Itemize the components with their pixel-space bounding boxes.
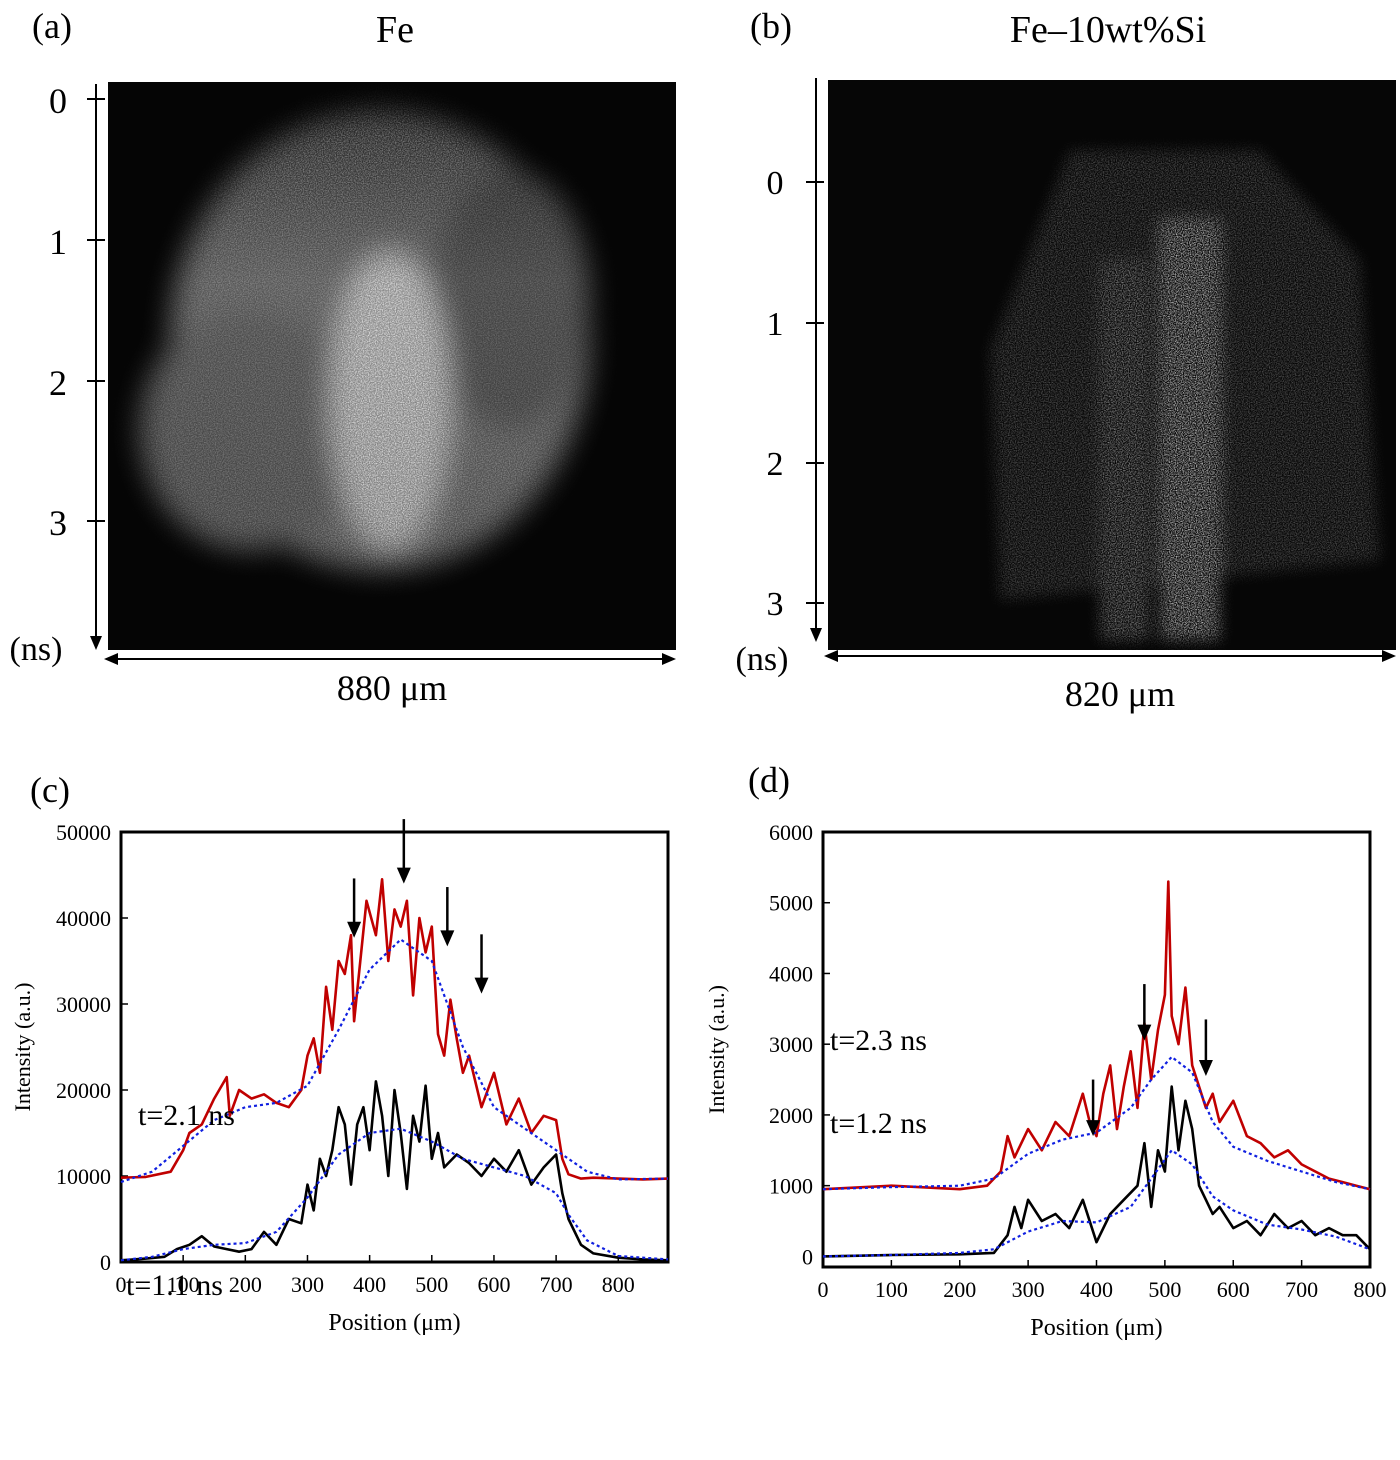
y-tick-label-d: 2000 <box>769 1103 813 1128</box>
plot-frame-c <box>119 830 670 1264</box>
streak-image-b <box>828 80 1396 650</box>
fit-curve-d-2 <box>822 1055 1371 1191</box>
y-tick-label-c: 50000 <box>56 820 111 845</box>
data-series-d-0 <box>822 880 1371 1191</box>
time-tick-b-2: 2 <box>767 446 784 483</box>
chart-d: 0 100 200 300 400 500 600 700 800 0 1000 2000 3000 40… <box>704 820 1387 1341</box>
y-axis-label-c: Intensity (a.u.) <box>10 983 35 1112</box>
time-ticks-b: 0 1 2 3 <box>767 165 824 623</box>
y-tick-label-d: 0 <box>802 1244 813 1269</box>
time-unit-b: (ns) <box>736 641 789 678</box>
x-axis-label-d: Position (μm) <box>1030 1315 1162 1341</box>
width-arrow-a-right-head <box>662 653 676 665</box>
time-tick-b-3: 3 <box>767 586 784 623</box>
x-tick-label-d: 100 <box>875 1277 908 1302</box>
panel-a-label: (a) <box>32 6 72 46</box>
data-series-c-1 <box>120 1080 669 1262</box>
y-tick-label-d: 4000 <box>769 961 813 986</box>
panel-a: (a) Fe 0 1 2 3 (ns) 880 μm <box>10 6 676 708</box>
annotation-arrowhead-d-1 <box>1137 1024 1152 1041</box>
width-arrow-a-left-head <box>104 653 118 665</box>
fit-curve-d-3 <box>822 1149 1371 1258</box>
annotation-arrowhead-d-2 <box>1198 1060 1213 1077</box>
data-series-c-0 <box>120 877 669 1181</box>
time-unit-a: (ns) <box>10 631 63 668</box>
x-tick-label-c: 500 <box>415 1272 448 1297</box>
y-tick-label-c: 30000 <box>56 992 111 1017</box>
panel-b-label: (b) <box>750 6 792 46</box>
time-axis-b-arrowhead <box>810 628 822 642</box>
fit-curve-c-2 <box>120 938 669 1184</box>
series-label-c-1: t=1.1 ns <box>126 1269 223 1302</box>
x-tick-label-c: 600 <box>477 1272 510 1297</box>
y-tick-label-c: 10000 <box>56 1164 111 1189</box>
panel-c: (c) 0 100 200 300 400 500 600 700 800 0 10000 20000… <box>10 770 670 1336</box>
time-tick-b-0: 0 <box>767 165 784 202</box>
annotation-arrowhead-c-2 <box>440 930 455 947</box>
annotation-arrowhead-d-0 <box>1086 1120 1101 1137</box>
x-tick-label-c: 300 <box>291 1272 324 1297</box>
series-label-d-1: t=1.2 ns <box>830 1107 927 1140</box>
x-tick-label-d: 700 <box>1285 1277 1318 1302</box>
y-tick-label-c: 40000 <box>56 906 111 931</box>
time-tick-b-1: 1 <box>767 306 784 343</box>
y-tick-label-d: 1000 <box>769 1174 813 1199</box>
panel-c-label: (c) <box>30 770 70 810</box>
x-tick-label-d: 0 <box>818 1277 829 1302</box>
chart-c: 0 100 200 300 400 500 600 700 800 0 10000 20000 3000… <box>10 819 670 1336</box>
fit-curve-c-3 <box>120 1127 669 1262</box>
time-tick-a-1: 1 <box>49 222 67 262</box>
panel-b-title: Fe–10wt%Si <box>1010 9 1206 51</box>
time-tick-a-3: 3 <box>49 503 67 543</box>
panel-d: (d) 0 100 200 300 400 500 600 700 800 0 1000 2000 30… <box>704 760 1387 1341</box>
y-tick-label-d: 6000 <box>769 820 813 845</box>
y-tick-label-d: 3000 <box>769 1032 813 1057</box>
y-tick-label-d: 5000 <box>769 891 813 916</box>
time-tick-a-2: 2 <box>49 363 67 403</box>
series-label-c-0: t=2.1 ns <box>138 1099 235 1132</box>
width-label-b: 820 μm <box>1065 674 1175 714</box>
y-tick-label-c: 0 <box>100 1250 111 1275</box>
y-axis-label-d: Intensity (a.u.) <box>704 985 729 1114</box>
panel-d-label: (d) <box>748 760 790 800</box>
y-tick-label-c: 20000 <box>56 1078 111 1103</box>
time-tick-a-0: 0 <box>49 81 67 121</box>
x-tick-label-c: 200 <box>229 1272 262 1297</box>
width-label-a: 880 μm <box>337 668 447 708</box>
series-label-d-0: t=2.3 ns <box>830 1024 927 1057</box>
panel-a-title: Fe <box>376 9 414 51</box>
x-axis-label-c: Position (μm) <box>328 1310 460 1336</box>
width-arrow-b-right-head <box>1382 650 1396 662</box>
time-axis-a-arrowhead <box>90 636 102 650</box>
streak-image-a <box>108 82 676 650</box>
time-ticks-a: 0 1 2 3 <box>49 81 105 543</box>
x-tick-label-c: 0 <box>116 1272 127 1297</box>
x-tick-label-d: 600 <box>1217 1277 1250 1302</box>
annotation-arrowhead-c-1 <box>396 867 411 884</box>
x-tick-label-d: 400 <box>1080 1277 1113 1302</box>
x-tick-label-d: 800 <box>1354 1277 1387 1302</box>
x-tick-label-c: 700 <box>540 1272 573 1297</box>
x-tick-label-d: 300 <box>1012 1277 1045 1302</box>
annotation-arrowhead-c-3 <box>474 977 489 994</box>
width-arrow-b-left-head <box>824 650 838 662</box>
annotation-arrowhead-c-0 <box>347 921 362 938</box>
panel-b: (b) Fe–10wt%Si 0 1 2 3 (ns) 820 μm <box>736 6 1396 714</box>
x-tick-label-c: 800 <box>602 1272 635 1297</box>
x-tick-label-c: 100 <box>167 1272 200 1297</box>
x-tick-label-c: 400 <box>353 1272 386 1297</box>
x-tick-label-d: 500 <box>1148 1277 1181 1302</box>
x-tick-label-d: 200 <box>943 1277 976 1302</box>
data-series-d-1 <box>822 1085 1371 1258</box>
